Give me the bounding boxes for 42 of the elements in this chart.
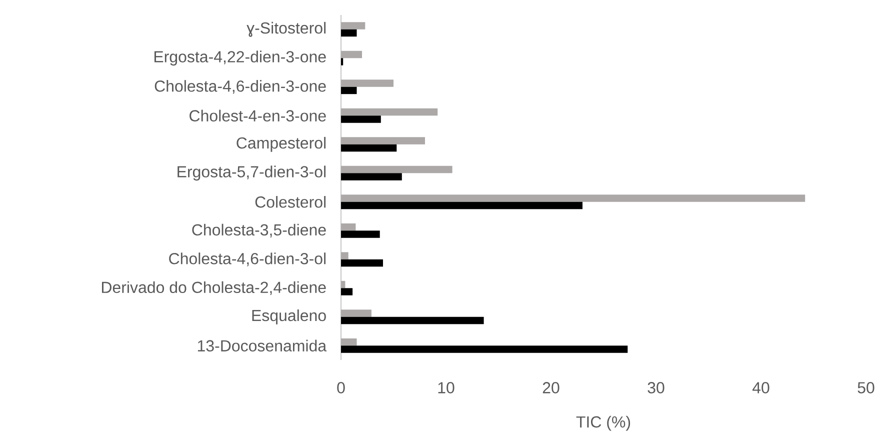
bar [341, 194, 806, 202]
bar [341, 223, 356, 231]
y-tick-label: Cholesta-4,6-dien-3-ol [169, 252, 326, 266]
y-tick-label: Ergosta-4,22-dien-3-one [154, 50, 326, 66]
y-tick-label: Derivado do Cholesta-2,4-diene [102, 281, 326, 295]
x-tick-label: 30 [648, 382, 664, 394]
bar [341, 116, 381, 123]
y-tick-label: Colesterol [255, 196, 326, 208]
bar [341, 166, 452, 174]
y-tick-label: Campesterol [236, 136, 326, 152]
y-tick-label: Ergosta-5,7-dien-3-ol [178, 166, 326, 181]
x-tick-label: 50 [858, 382, 874, 394]
y-tick-label: 13-Docosenamida [198, 340, 327, 352]
y-tick-label: Cholest-4-en-3-one [190, 110, 326, 122]
bar [341, 173, 402, 180]
y-tick-label: ɣ-Sitosterol [246, 22, 326, 37]
y-tick-label: Cholesta-4,6-dien-3-one [154, 80, 326, 94]
bar [341, 259, 383, 267]
bar [341, 280, 346, 288]
x-tick-label: 10 [438, 382, 454, 394]
bar [341, 310, 372, 317]
bar [341, 144, 397, 152]
bar [341, 316, 484, 324]
bar [341, 346, 628, 353]
bar [341, 252, 348, 260]
x-tick-label: 40 [752, 382, 770, 394]
bar [341, 338, 357, 346]
bar [341, 80, 394, 87]
bar [341, 50, 362, 58]
bar [341, 86, 357, 94]
bar [341, 108, 438, 116]
bar [341, 202, 582, 210]
bar [341, 29, 357, 37]
x-tick-label: 0 [337, 382, 345, 394]
bar [341, 288, 353, 296]
bar [341, 137, 425, 144]
bar [341, 230, 380, 238]
x-axis-title: TIC (%) [576, 416, 630, 431]
y-tick-label: Cholesta-3,5-diene [192, 224, 326, 238]
y-tick-label: Esqualeno [252, 309, 326, 324]
bar [341, 22, 366, 30]
x-tick-label: 20 [542, 382, 560, 394]
